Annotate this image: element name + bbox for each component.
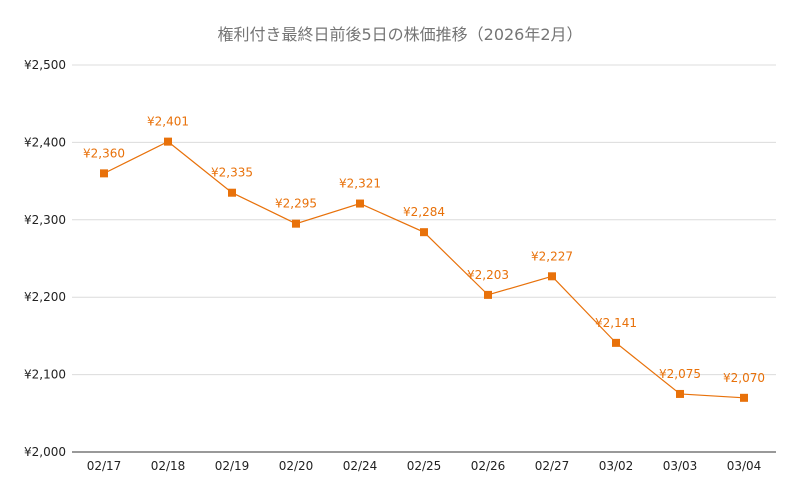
data-label: ¥2,227 [531, 249, 573, 263]
x-tick-label: 02/24 [343, 459, 378, 473]
y-tick-label: ¥2,500 [24, 58, 66, 72]
x-tick-label: 02/27 [535, 459, 570, 473]
x-tick-label: 02/18 [151, 459, 186, 473]
y-tick-label: ¥2,300 [24, 213, 66, 227]
y-tick-label: ¥2,000 [24, 445, 66, 459]
data-label: ¥2,070 [723, 371, 765, 385]
x-tick-label: 02/25 [407, 459, 442, 473]
data-point [676, 389, 684, 398]
x-tick-label: 02/20 [279, 459, 314, 473]
data-point [548, 272, 556, 281]
y-tick-label: ¥2,400 [24, 135, 66, 149]
y-tick-label: ¥2,100 [24, 368, 66, 382]
x-tick-label: 02/26 [471, 459, 506, 473]
data-point [292, 219, 300, 228]
y-tick-label: ¥2,200 [24, 290, 66, 304]
data-point [164, 137, 172, 146]
data-label: ¥2,141 [595, 316, 637, 330]
data-label: ¥2,335 [211, 166, 253, 180]
data-point [740, 393, 748, 402]
x-tick-label: 03/04 [727, 459, 762, 473]
data-point [356, 199, 364, 208]
x-tick-label: 03/02 [599, 459, 634, 473]
data-labels: ¥2,360 ¥2,401 ¥2,335 ¥2,295 ¥2,321 ¥2,284 ¥2,2… [83, 115, 765, 385]
data-label: ¥2,075 [659, 367, 701, 381]
x-tick-label: 02/19 [215, 459, 250, 473]
data-label: ¥2,321 [339, 177, 381, 191]
series-line [103, 140, 745, 399]
chart-title: 権利付き最終日前後5日の株価推移（2026年2月） [217, 25, 582, 44]
x-axis-ticks: 02/17 02/18 02/19 02/20 02/24 02/25 02/26 02/27… [87, 459, 762, 473]
y-axis-ticks: ¥2,000 ¥2,100 ¥2,200 ¥2,300 ¥2,400 ¥2,500 [24, 58, 66, 459]
series-line-layer [103, 140, 745, 399]
x-tick-label: 02/17 [87, 459, 122, 473]
data-point [420, 228, 428, 237]
data-point [228, 188, 236, 197]
x-tick-label: 03/03 [663, 459, 698, 473]
data-point [612, 338, 620, 347]
grid-layer [72, 64, 776, 453]
data-label: ¥2,284 [403, 205, 445, 219]
data-point [100, 169, 108, 178]
data-label: ¥2,203 [467, 268, 509, 282]
data-label: ¥2,360 [83, 146, 125, 160]
data-label: ¥2,295 [275, 197, 317, 211]
data-points [100, 137, 748, 402]
data-point [484, 290, 492, 299]
data-label: ¥2,401 [147, 115, 189, 129]
